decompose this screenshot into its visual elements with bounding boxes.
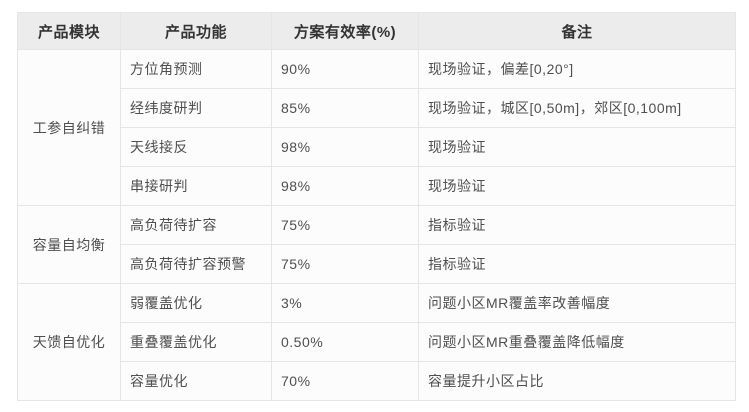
header-effectiveness-rate: 方案有效率(%) [271, 12, 419, 50]
module-cell: 容量自均衡 [17, 205, 121, 284]
table-row: 串接研判 98% 现场验证 [18, 166, 736, 206]
remark-cell: 容量提升小区占比 [418, 361, 736, 401]
table-row: 工参自纠错 方位角预测 90% 现场验证，偏差[0,20°] [17, 49, 736, 206]
table-body: 工参自纠错 方位角预测 90% 现场验证，偏差[0,20°] 经纬度研判 85% 现场验证，… [17, 49, 736, 401]
remark-cell: 现场验证 [418, 166, 736, 206]
table-header: 产品模块 产品功能 方案有效率(%) 备注 [17, 12, 736, 50]
module-cell: 天馈自优化 [17, 283, 121, 401]
table-row: 经纬度研判 85% 现场验证，城区[0,50m]，郊区[0,100m] [18, 88, 736, 128]
table-row: 容量优化 70% 容量提升小区占比 [18, 361, 736, 401]
function-cell: 容量优化 [120, 361, 272, 401]
table-row: 容量自均衡 高负荷待扩容 75% 指标验证 [17, 205, 736, 284]
remark-cell: 指标验证 [418, 205, 736, 245]
table-row: 天馈自优化 弱覆盖优化 3% 问题小区MR覆盖率改善幅度 [17, 283, 736, 401]
rate-cell: 98% [271, 166, 419, 206]
product-feature-table: 产品模块 产品功能 方案有效率(%) 备注 工参自纠错 方位角预测 90% 现场验证，… [17, 12, 736, 401]
header-product-module: 产品模块 [17, 12, 121, 50]
rate-cell: 3% [271, 283, 419, 323]
remark-cell: 现场验证 [418, 127, 736, 167]
rate-cell: 85% [271, 88, 419, 128]
function-cell: 串接研判 [120, 166, 272, 206]
function-cell: 方位角预测 [120, 49, 272, 89]
remark-cell: 现场验证，城区[0,50m]，郊区[0,100m] [418, 88, 736, 128]
table-row: 天线接反 98% 现场验证 [18, 127, 736, 167]
remark-cell: 问题小区MR覆盖率改善幅度 [418, 283, 736, 323]
table-row: 高负荷待扩容预警 75% 指标验证 [18, 244, 736, 284]
function-cell: 高负荷待扩容预警 [120, 244, 272, 284]
rate-cell: 75% [271, 244, 419, 284]
remark-cell: 指标验证 [418, 244, 736, 284]
function-cell: 经纬度研判 [120, 88, 272, 128]
module-cell: 工参自纠错 [17, 49, 121, 206]
rate-cell: 98% [271, 127, 419, 167]
rate-cell: 75% [271, 205, 419, 245]
table-row: 重叠覆盖优化 0.50% 问题小区MR重叠覆盖降低幅度 [18, 322, 736, 362]
rate-cell: 0.50% [271, 322, 419, 362]
function-cell: 重叠覆盖优化 [120, 322, 272, 362]
function-cell: 天线接反 [120, 127, 272, 167]
header-row: 产品模块 产品功能 方案有效率(%) 备注 [17, 12, 736, 50]
product-feature-table-container: 产品模块 产品功能 方案有效率(%) 备注 工参自纠错 方位角预测 90% 现场验证，… [17, 12, 736, 401]
header-remarks: 备注 [418, 12, 736, 50]
rate-cell: 90% [271, 49, 419, 89]
remark-cell: 现场验证，偏差[0,20°] [418, 49, 736, 89]
remark-cell: 问题小区MR重叠覆盖降低幅度 [418, 322, 736, 362]
rate-cell: 70% [271, 361, 419, 401]
function-cell: 高负荷待扩容 [120, 205, 272, 245]
header-product-function: 产品功能 [120, 12, 272, 50]
function-cell: 弱覆盖优化 [120, 283, 272, 323]
